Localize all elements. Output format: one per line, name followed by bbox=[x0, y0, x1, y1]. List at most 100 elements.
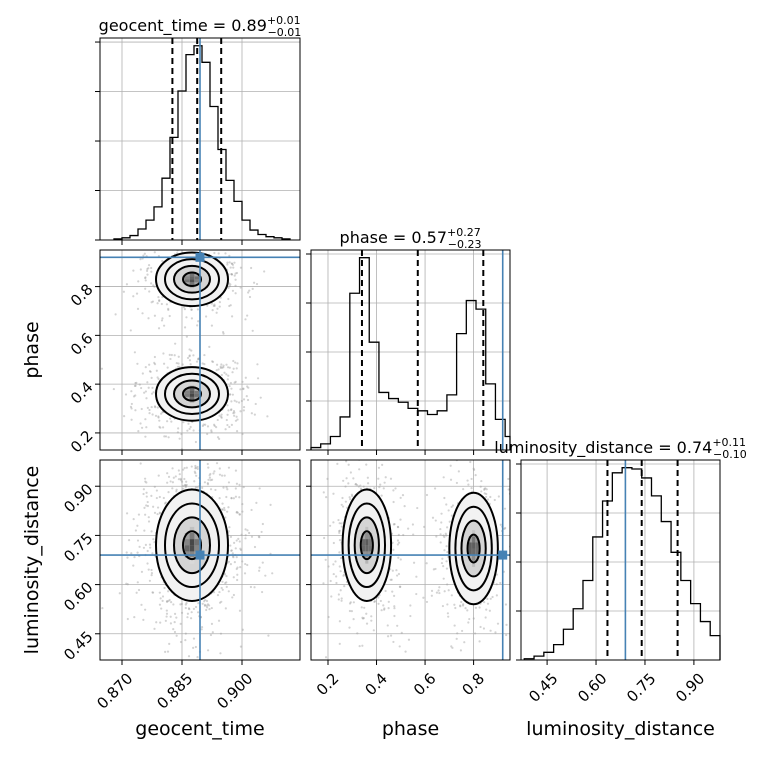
sample-point bbox=[442, 565, 445, 568]
sample-point bbox=[399, 558, 402, 561]
sample-point bbox=[373, 487, 376, 490]
sample-point bbox=[208, 345, 211, 348]
sample-point bbox=[158, 299, 161, 303]
sample-point bbox=[242, 486, 245, 489]
density-cell bbox=[189, 557, 195, 564]
sample-point bbox=[213, 251, 216, 255]
panel-2-1 bbox=[306, 453, 511, 665]
sample-point bbox=[459, 649, 462, 652]
sample-point bbox=[130, 390, 133, 393]
sample-point bbox=[230, 262, 234, 265]
sample-point bbox=[430, 589, 434, 592]
contour-line bbox=[155, 251, 229, 308]
sample-point bbox=[125, 512, 129, 515]
sample-point bbox=[233, 399, 236, 402]
sample-point bbox=[151, 386, 154, 389]
contour-line bbox=[173, 379, 211, 409]
sample-point bbox=[169, 601, 173, 604]
sample-point bbox=[233, 274, 236, 277]
sample-point bbox=[229, 266, 232, 269]
sample-point bbox=[138, 383, 141, 386]
sample-point bbox=[185, 484, 188, 488]
sample-point bbox=[184, 603, 187, 606]
sample-point bbox=[162, 352, 165, 355]
sample-point bbox=[229, 535, 233, 538]
y-tick-label-luminosity_distance: 0.60 bbox=[60, 578, 96, 614]
sample-point bbox=[450, 505, 453, 509]
panel-2-2 bbox=[516, 459, 721, 665]
sample-point bbox=[194, 662, 196, 664]
sample-point bbox=[393, 614, 396, 618]
sample-point bbox=[144, 277, 147, 280]
sample-point bbox=[230, 273, 234, 276]
sample-point bbox=[200, 626, 204, 629]
sample-point bbox=[222, 366, 225, 369]
sample-point bbox=[325, 496, 328, 499]
sample-point bbox=[254, 402, 257, 406]
sample-point bbox=[350, 610, 353, 613]
sample-point bbox=[453, 624, 456, 627]
sample-point bbox=[359, 487, 363, 490]
sample-point bbox=[236, 511, 239, 514]
sample-point bbox=[188, 427, 191, 431]
x-tick-label-phase: 0.2 bbox=[313, 670, 343, 700]
sample-point bbox=[210, 429, 213, 432]
sample-point bbox=[166, 481, 169, 484]
x-tick-label-phase: 0.4 bbox=[361, 670, 391, 700]
sample-point bbox=[175, 361, 178, 365]
sample-point bbox=[201, 241, 203, 243]
sample-point bbox=[345, 477, 348, 480]
sample-point bbox=[129, 405, 133, 409]
sample-point bbox=[260, 590, 264, 594]
sample-point bbox=[146, 273, 149, 276]
sample-point bbox=[499, 523, 502, 526]
sample-point bbox=[168, 598, 171, 602]
title-minus: −0.01 bbox=[268, 26, 302, 39]
sample-point bbox=[233, 414, 236, 417]
sample-point bbox=[232, 266, 235, 269]
sample-point bbox=[135, 591, 138, 594]
sample-point bbox=[250, 508, 253, 512]
sample-point bbox=[227, 466, 231, 469]
sample-point bbox=[230, 549, 233, 552]
sample-point bbox=[349, 498, 352, 501]
sample-point bbox=[226, 378, 229, 381]
sample-point bbox=[240, 399, 243, 403]
sample-point bbox=[214, 488, 217, 492]
sample-point bbox=[329, 524, 332, 527]
sample-point bbox=[229, 283, 232, 286]
sample-point bbox=[161, 411, 164, 414]
sample-point bbox=[361, 617, 365, 620]
y-tick-label-phase: 0.8 bbox=[67, 280, 97, 310]
sample-point bbox=[140, 603, 143, 606]
sample-point bbox=[148, 290, 151, 293]
sample-point bbox=[480, 490, 483, 493]
sample-point bbox=[190, 308, 193, 311]
sample-point bbox=[356, 484, 359, 487]
sample-point bbox=[232, 367, 235, 370]
sample-point bbox=[243, 572, 247, 575]
sample-point bbox=[246, 563, 249, 567]
sample-point bbox=[213, 304, 216, 307]
sample-point bbox=[228, 366, 231, 369]
sample-point bbox=[323, 536, 326, 540]
sample-point bbox=[143, 506, 146, 509]
sample-point bbox=[225, 581, 228, 584]
sample-point bbox=[407, 638, 411, 641]
sample-point bbox=[244, 376, 247, 379]
sample-point bbox=[203, 353, 206, 357]
sample-point bbox=[141, 372, 144, 375]
panel-1-0 bbox=[95, 241, 301, 455]
sample-point bbox=[178, 473, 181, 476]
y-tick-label-luminosity_distance: 0.75 bbox=[60, 529, 96, 565]
sample-point bbox=[160, 245, 162, 247]
sample-point bbox=[486, 597, 489, 600]
sample-point bbox=[225, 486, 228, 489]
sample-point bbox=[166, 420, 169, 423]
sample-point bbox=[377, 466, 381, 469]
sample-point bbox=[396, 543, 400, 546]
sample-point bbox=[196, 611, 200, 614]
sample-point bbox=[185, 335, 188, 338]
sample-point bbox=[225, 363, 228, 366]
sample-point bbox=[487, 453, 489, 455]
